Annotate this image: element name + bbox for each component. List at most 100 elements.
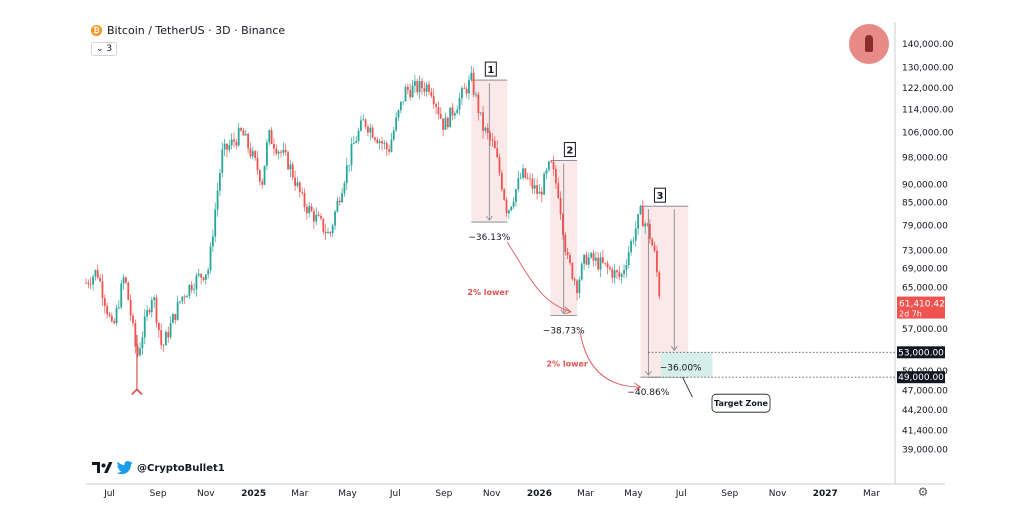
candle-body xyxy=(324,231,327,234)
candle-body xyxy=(195,275,198,290)
candle-body xyxy=(141,337,144,349)
candle-body xyxy=(557,183,560,198)
level-badge-text: 49,000.00 xyxy=(898,373,944,383)
candle-countdown: 2d 7h xyxy=(899,310,922,319)
collapse-toggle[interactable]: ⌄ 3 xyxy=(91,42,118,56)
price-axis-label: 73,000.00 xyxy=(902,247,948,257)
interval-count: 3 xyxy=(106,44,113,54)
candle-body xyxy=(536,185,538,194)
drawdown-percent: −38.73% xyxy=(543,327,585,337)
candle-body xyxy=(421,80,423,89)
candle-body xyxy=(202,277,205,280)
candle-body xyxy=(566,252,569,256)
candle-body xyxy=(120,283,123,308)
candle-body xyxy=(162,344,165,346)
time-axis-label: May xyxy=(338,489,357,499)
candle-body xyxy=(425,84,428,92)
candle-body xyxy=(477,94,480,114)
candle-body xyxy=(101,281,104,299)
lower-annotation: 2% lower xyxy=(546,359,587,368)
candle-body xyxy=(270,130,273,145)
candle-body xyxy=(508,210,510,214)
candle-body xyxy=(616,270,618,273)
candle-body xyxy=(416,81,419,93)
settings-gear-icon[interactable]: ⚙ xyxy=(917,485,929,499)
candle-body xyxy=(308,206,311,214)
candle-body xyxy=(96,270,99,278)
candle-body xyxy=(381,141,383,144)
candle-body xyxy=(468,79,470,94)
candle-body xyxy=(364,119,367,127)
candle-body xyxy=(406,86,409,90)
candle-body xyxy=(641,206,644,227)
candle-body xyxy=(500,173,503,190)
candle-body xyxy=(301,192,304,193)
symbol-header[interactable]: ₿ Bitcoin / TetherUS · 3D · Binance xyxy=(91,24,285,37)
time-axis-label: Jul xyxy=(389,489,401,499)
time-axis-label: Jul xyxy=(675,489,687,499)
drawdown-arrowhead xyxy=(560,309,568,315)
candle-body xyxy=(188,284,191,296)
candle-body xyxy=(110,316,113,322)
target-zone-percent: −36.00% xyxy=(660,363,702,373)
candle-body xyxy=(254,151,257,158)
candle-body xyxy=(613,270,616,278)
candle-body xyxy=(653,245,656,251)
wave-label: 3 xyxy=(656,191,663,202)
candle-body xyxy=(383,143,386,144)
candle-body xyxy=(103,298,106,307)
candle-body xyxy=(221,149,224,173)
candle-body xyxy=(117,307,120,309)
candle-body xyxy=(113,321,116,324)
candle-body xyxy=(587,257,590,265)
candle-body xyxy=(411,85,414,98)
candle-body xyxy=(312,211,315,222)
candle-body xyxy=(414,81,416,86)
candle-body xyxy=(519,177,522,179)
price-axis-label: 85,000.00 xyxy=(902,198,948,208)
candle-body xyxy=(352,142,355,145)
candle-body xyxy=(552,161,555,170)
candle-body xyxy=(350,144,353,166)
candle-body xyxy=(545,170,548,174)
candle-body xyxy=(310,206,313,212)
price-axis-label: 39,000.00 xyxy=(902,446,948,456)
candle-body xyxy=(305,206,308,214)
candle-body xyxy=(430,91,433,97)
candle-body xyxy=(139,348,141,356)
candle-body xyxy=(172,314,174,323)
wave-label-box xyxy=(563,142,576,158)
author-handle: @CryptoBullet1 xyxy=(137,462,225,474)
candle-body xyxy=(369,127,372,133)
candle-body xyxy=(639,206,642,215)
candle-body xyxy=(216,190,219,210)
bottom-up-arrowhead xyxy=(131,388,143,396)
candle-body xyxy=(453,113,456,116)
time-axis-label: 2025 xyxy=(241,489,266,499)
candle-body xyxy=(258,170,261,182)
level-badge-text: 53,000.00 xyxy=(898,348,944,358)
candle-body xyxy=(169,322,172,338)
candle-body xyxy=(573,279,576,281)
time-axis-label: 2027 xyxy=(813,489,838,499)
time-axis-label: Sep xyxy=(721,489,738,499)
price-axis-label: 140,000.00 xyxy=(902,40,954,50)
candle-body xyxy=(294,177,297,186)
candle-body xyxy=(585,254,588,265)
candle-body xyxy=(284,149,287,153)
price-axis-label: 57,000.00 xyxy=(902,325,948,335)
level-badge xyxy=(897,371,945,384)
candle-body xyxy=(611,269,614,278)
candles-group xyxy=(85,65,661,358)
candle-body xyxy=(193,289,195,291)
time-axis-label: Sep xyxy=(150,489,167,499)
candle-body xyxy=(230,139,233,146)
candle-body xyxy=(592,253,595,261)
candle-body xyxy=(634,228,637,241)
candle-body xyxy=(580,263,583,280)
candle-body xyxy=(390,139,393,152)
time-axis-label: Mar xyxy=(577,489,594,499)
candle-body xyxy=(94,270,97,277)
candle-body xyxy=(160,330,163,345)
